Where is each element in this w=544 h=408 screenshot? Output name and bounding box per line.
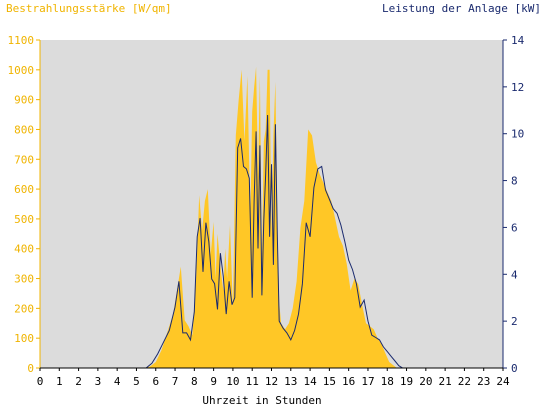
- left-tick-label: 700: [14, 153, 34, 166]
- right-tick-label: 6: [511, 221, 518, 234]
- x-tick-label: 16: [342, 375, 355, 388]
- x-tick-label: 19: [400, 375, 413, 388]
- left-tick-label: 500: [14, 213, 34, 226]
- x-tick-label: 6: [152, 375, 159, 388]
- right-tick-label: 10: [511, 128, 524, 141]
- x-tick-label: 15: [323, 375, 336, 388]
- left-tick-label: 800: [14, 123, 34, 136]
- x-tick-label: 5: [133, 375, 140, 388]
- x-tick-label: 13: [284, 375, 297, 388]
- irradiance-area: [40, 66, 503, 369]
- right-tick-label: 14: [511, 34, 525, 47]
- x-axis-ticks: 0 1 2 3 4 5 6 7 8 9 10 11 12 13 14 15 16 17 18 19 20 21 22 23 24: [37, 368, 510, 388]
- x-tick-label: 2: [75, 375, 82, 388]
- x-tick-label: 9: [210, 375, 217, 388]
- right-tick-label: 8: [511, 175, 518, 188]
- left-tick-label: 200: [14, 302, 34, 315]
- x-tick-label: 1: [56, 375, 63, 388]
- x-tick-label: 18: [381, 375, 394, 388]
- x-tick-label: 21: [439, 375, 452, 388]
- x-tick-label: 8: [191, 375, 198, 388]
- left-axis-ticks: 0 100 200 300 400 500 600 700 800 900 1000 1100: [8, 34, 40, 375]
- x-axis-title: Uhrzeit in Stunden: [202, 394, 321, 407]
- left-tick-label: 300: [14, 273, 34, 286]
- power-line: [40, 114, 503, 369]
- right-tick-label: 12: [511, 81, 524, 94]
- x-tick-label: 24: [496, 375, 510, 388]
- left-tick-label: 900: [14, 94, 34, 107]
- left-tick-label: 600: [14, 183, 34, 196]
- x-tick-label: 17: [361, 375, 374, 388]
- left-tick-label: 100: [14, 332, 34, 345]
- left-tick-label: 1000: [8, 64, 35, 77]
- right-tick-label: 4: [511, 268, 518, 281]
- left-tick-label: 1100: [8, 34, 35, 47]
- x-tick-label: 3: [95, 375, 102, 388]
- x-tick-label: 4: [114, 375, 121, 388]
- x-tick-label: 11: [246, 375, 259, 388]
- right-axis-ticks: 0 2 4 6 8 10 12 14: [503, 34, 525, 375]
- right-axis-label: Leistung der Anlage [kW]: [382, 2, 541, 15]
- left-tick-label: 0: [27, 362, 34, 375]
- right-tick-label: 0: [511, 362, 518, 375]
- x-tick-label: 14: [303, 375, 317, 388]
- x-tick-label: 7: [172, 375, 179, 388]
- left-tick-label: 400: [14, 243, 34, 256]
- right-tick-label: 2: [511, 315, 518, 328]
- x-tick-label: 12: [265, 375, 278, 388]
- x-tick-label: 23: [477, 375, 490, 388]
- x-tick-label: 0: [37, 375, 44, 388]
- left-axis-label: Bestrahlungsstärke [W/qm]: [6, 2, 172, 15]
- x-tick-label: 10: [226, 375, 239, 388]
- x-tick-label: 22: [458, 375, 471, 388]
- x-tick-label: 20: [419, 375, 432, 388]
